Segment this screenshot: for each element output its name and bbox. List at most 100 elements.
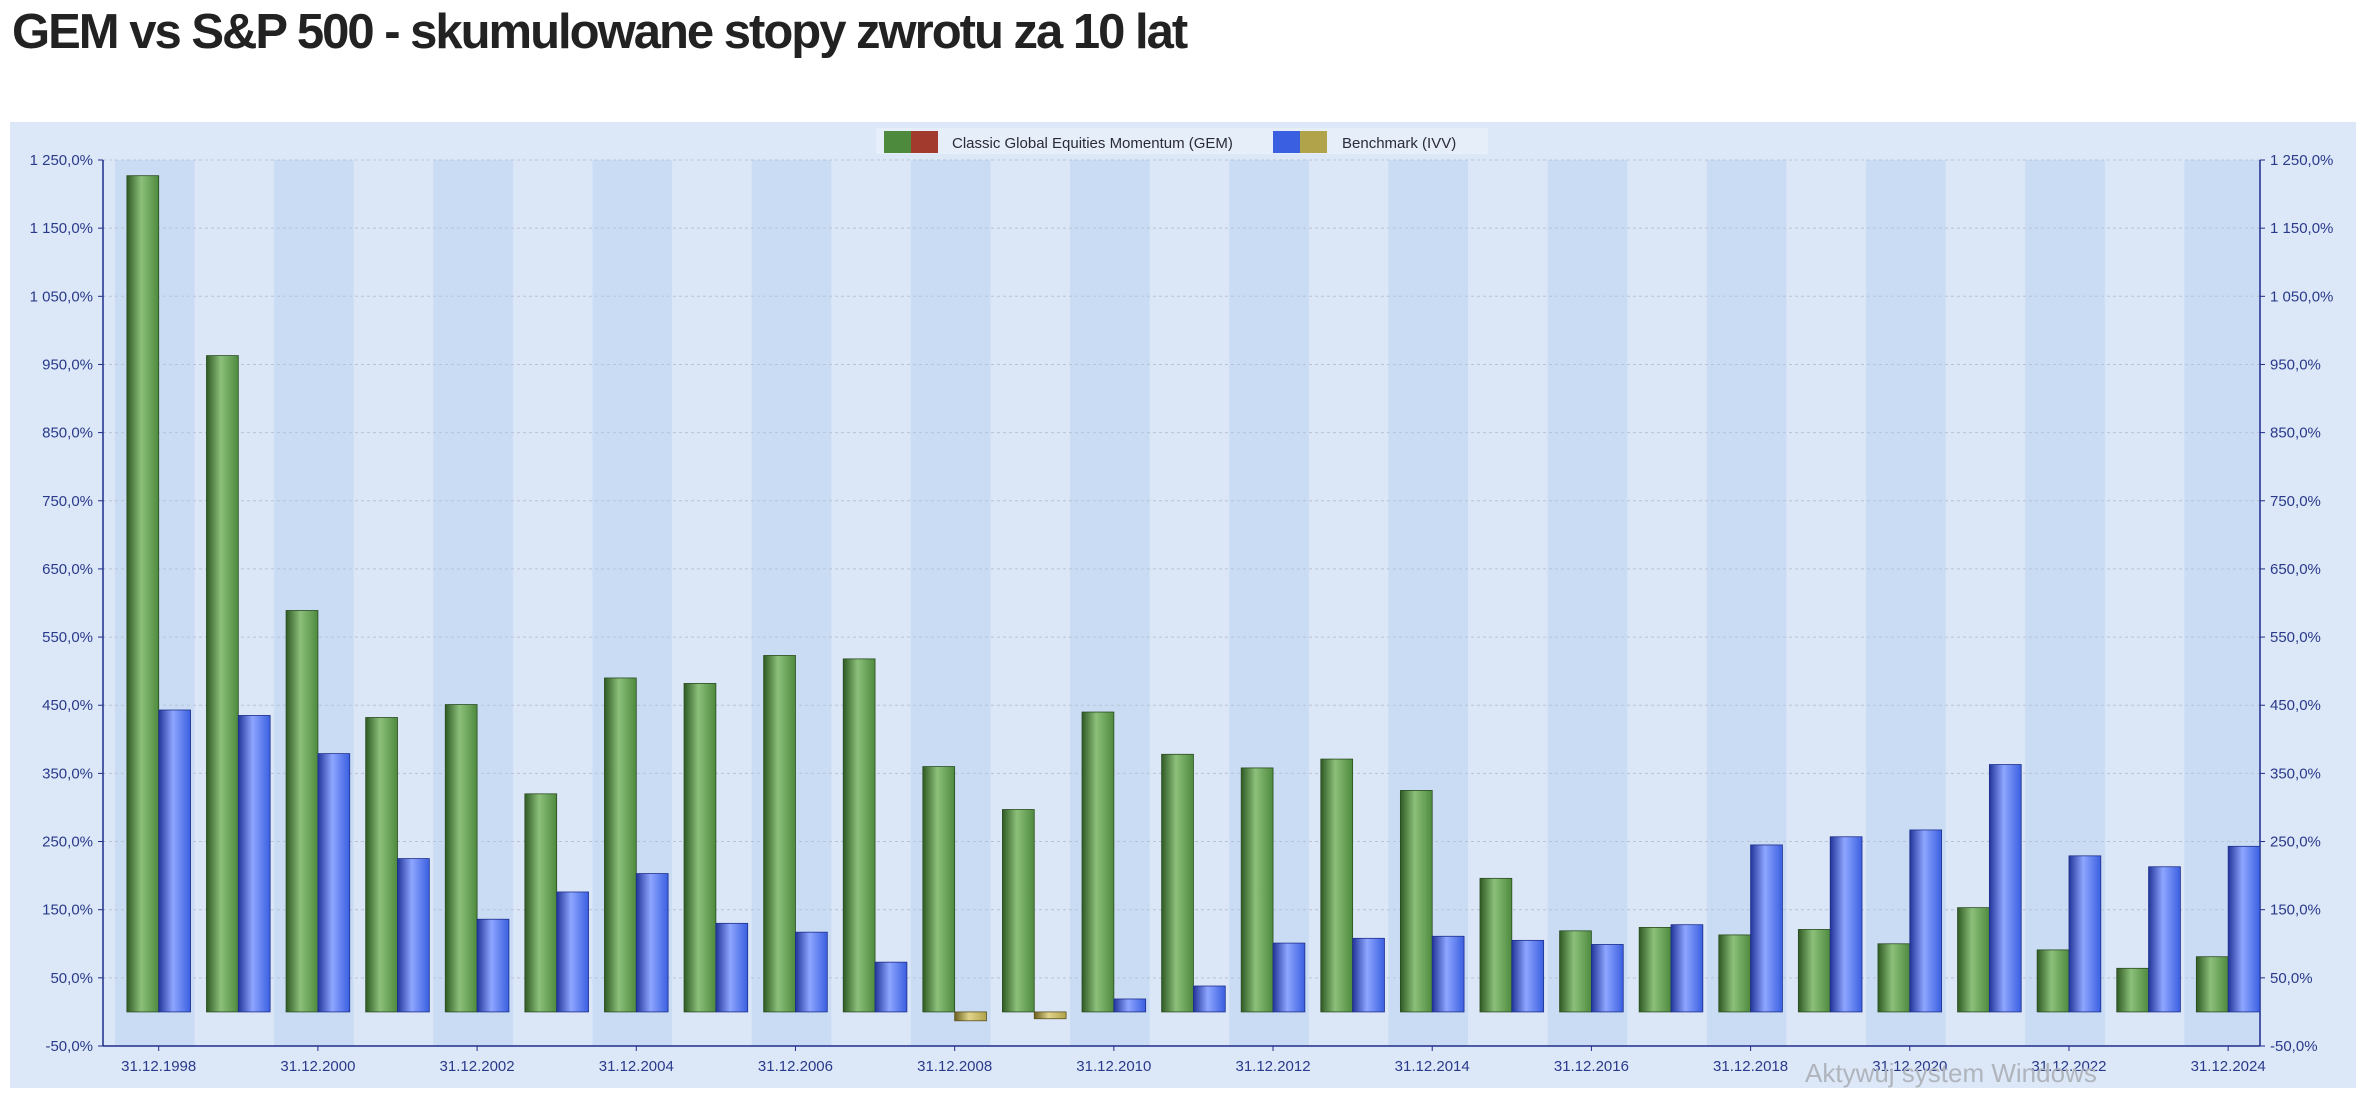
gem-bar (1399, 790, 1433, 1013)
gem-bar (285, 610, 319, 1013)
x-tick-label: 31.12.2006 (758, 1058, 833, 1075)
ivv-bar (1591, 944, 1624, 1013)
ivv-bar (397, 858, 430, 1013)
gem-bar (524, 793, 558, 1013)
y-tick-label-left: 50,0% (50, 970, 93, 987)
y-tick-label-left: 750,0% (42, 493, 93, 510)
ivv-bar (1033, 1011, 1067, 1020)
y-tick-label-left: 950,0% (42, 356, 93, 373)
x-tick-label: 31.12.2018 (1713, 1058, 1788, 1075)
ivv-bar (1988, 764, 2022, 1013)
ivv-bar (476, 918, 510, 1013)
ivv-bar (317, 753, 351, 1013)
y-tick-label-right: 850,0% (2270, 425, 2321, 442)
x-tick-label: 31.12.2004 (599, 1058, 674, 1075)
ivv-bar (1193, 985, 1226, 1013)
ivv-bar (715, 922, 749, 1013)
gem-bar (842, 658, 876, 1013)
ivv-bar (954, 1011, 987, 1022)
gem-bar (763, 655, 796, 1013)
gem-bar (1161, 753, 1194, 1013)
legend-box (876, 128, 1488, 154)
x-tick-label: 31.12.2000 (280, 1058, 355, 1075)
ivv-bar (1113, 998, 1147, 1013)
x-tick-label: 31.12.2008 (917, 1058, 992, 1075)
gem-bar (1320, 758, 1354, 1013)
gem-bar (922, 766, 956, 1013)
x-tick-label: 31.12.2024 (2191, 1058, 2266, 1075)
gem-bar (1877, 943, 1911, 1013)
ivv-bar (1670, 924, 1704, 1013)
ivv-bar (1750, 844, 1783, 1013)
ivv-bar (1272, 942, 1306, 1013)
gem-bar (1479, 877, 1513, 1013)
legend: Classic Global Equities Momentum (GEM) Be… (876, 128, 1488, 154)
legend-gem-swatch-negative (911, 131, 938, 153)
ivv-bar (1431, 935, 1465, 1013)
gem-bar (1240, 767, 1274, 1013)
y-tick-label-right: 50,0% (2270, 970, 2313, 987)
legend-ivv-swatch-positive (1273, 131, 1300, 153)
ivv-bar (874, 961, 908, 1013)
gem-bar (1559, 930, 1592, 1013)
y-tick-label-left: 450,0% (42, 697, 93, 714)
x-tick-label: 31.12.2002 (440, 1058, 515, 1075)
ivv-bar (795, 931, 828, 1013)
ivv-bar (1511, 939, 1545, 1013)
ivv-bar (556, 891, 589, 1013)
x-tick-label: 31.12.2014 (1395, 1058, 1470, 1075)
y-tick-label-left: 650,0% (42, 561, 93, 578)
gem-bar (1718, 934, 1751, 1013)
gem-bar (206, 355, 239, 1013)
y-tick-label-left: 1 250,0% (30, 152, 93, 169)
y-tick-label-left: 150,0% (42, 902, 93, 919)
ivv-bar (237, 715, 271, 1013)
x-tick-label: 31.12.2010 (1076, 1058, 1151, 1075)
x-tick-label: 31.12.2012 (1235, 1058, 1310, 1075)
y-tick-label-right: 150,0% (2270, 902, 2321, 919)
ivv-bar (635, 873, 669, 1013)
y-tick-label-right: 1 150,0% (2270, 220, 2333, 237)
y-tick-label-right: -50,0% (2270, 1038, 2318, 1055)
ivv-bar (2068, 855, 2102, 1013)
y-tick-label-right: 750,0% (2270, 493, 2321, 510)
y-tick-label-left: 350,0% (42, 765, 93, 782)
ivv-bar (1909, 829, 1943, 1013)
gem-bar (1081, 711, 1115, 1013)
y-tick-label-left: 1 050,0% (30, 288, 93, 305)
ivv-bar (2227, 845, 2261, 1013)
bars (126, 175, 2261, 1022)
x-tick-label: 31.12.2016 (1554, 1058, 1629, 1075)
legend-gem-label: Classic Global Equities Momentum (GEM) (952, 135, 1233, 152)
tick-labels: -50,0% -50,0% 50,0% 50,0% 150,0% 150,0% 250,0%… (30, 152, 2334, 1075)
y-tick-label-right: 450,0% (2270, 697, 2321, 714)
gem-bar (444, 704, 478, 1013)
plot-band (1547, 160, 1628, 1046)
legend-ivv-label: Benchmark (IVV) (1342, 135, 1456, 152)
legend-ivv-swatch-negative (1300, 131, 1327, 153)
gem-bar (683, 683, 717, 1013)
y-tick-label-left: -50,0% (45, 1038, 93, 1055)
ivv-bar (2148, 866, 2181, 1013)
bar-chart: -50,0% -50,0% 50,0% 50,0% 150,0% 150,0% 250,0%… (30, 128, 2334, 1075)
ivv-bar (1829, 836, 1863, 1013)
gem-bar (2116, 967, 2149, 1013)
x-tick-label: 31.12.2020 (1872, 1058, 1947, 1075)
gem-bar (2036, 949, 2070, 1013)
y-tick-label-right: 350,0% (2270, 765, 2321, 782)
x-tick-label: 31.12.1998 (121, 1058, 196, 1075)
windows-activation-watermark: Aktywuj system Windows (1805, 1058, 2097, 1088)
x-tick-label: 31.12.2022 (2031, 1058, 2106, 1075)
gem-bar (126, 175, 160, 1013)
y-tick-label-right: 650,0% (2270, 561, 2321, 578)
y-tick-label-left: 1 150,0% (30, 220, 93, 237)
y-tick-label-right: 250,0% (2270, 834, 2321, 851)
gem-bar (1638, 927, 1672, 1013)
gem-bar (1797, 929, 1831, 1013)
chart-panel: -50,0% -50,0% 50,0% 50,0% 150,0% 150,0% 250,0%… (10, 122, 2356, 1088)
gem-bar (604, 677, 637, 1013)
y-tick-label-right: 1 250,0% (2270, 152, 2333, 169)
ivv-bar (158, 709, 191, 1013)
gem-bar (365, 717, 398, 1013)
gem-bar (1002, 809, 1035, 1013)
